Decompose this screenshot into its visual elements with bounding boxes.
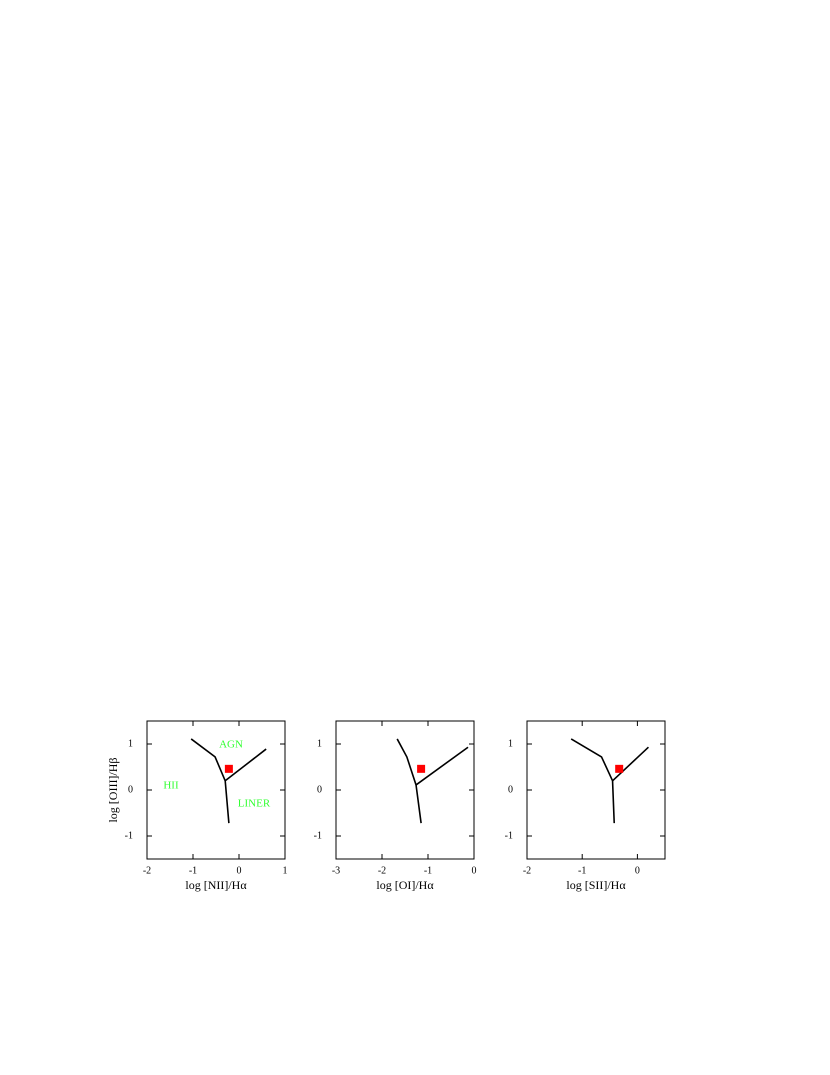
y-tick-label: 1 (508, 738, 513, 749)
data-point (224, 764, 233, 773)
y-tick-label: 1 (128, 738, 133, 749)
y-tick-label: 0 (508, 784, 513, 795)
x-tick-label: -2 (378, 865, 386, 876)
x-axis-label: log [NII]/Hα (185, 878, 247, 892)
x-tick-label: -2 (523, 865, 531, 876)
x-tick-label: -1 (189, 865, 197, 876)
x-tick-label: 1 (283, 865, 288, 876)
plot-frame (335, 720, 475, 860)
y-tick-label: -1 (505, 830, 513, 841)
data-point (417, 764, 426, 773)
boundary-line (415, 746, 469, 786)
y-tick-label: 1 (317, 738, 322, 749)
x-tick-label: -1 (578, 865, 586, 876)
boundary-line (570, 738, 616, 824)
data-point (615, 764, 624, 773)
region-label: LINER (238, 798, 271, 810)
region-label: HII (163, 780, 179, 792)
boundary-line (612, 746, 649, 782)
x-tick-label: -2 (143, 865, 151, 876)
y-tick-label: 0 (317, 784, 322, 795)
y-tick-label: -1 (314, 830, 322, 841)
boundary-line (190, 738, 230, 824)
y-axis-label: log [OIII]/Hβ (106, 757, 120, 822)
x-axis-label: log [SII]/Hα (566, 878, 626, 892)
region-label: AGN (219, 739, 243, 751)
x-axis-label: log [OI]/Hα (376, 878, 434, 892)
plot-frame (526, 720, 666, 860)
x-tick-label: 0 (635, 865, 640, 876)
x-tick-label: -1 (424, 865, 432, 876)
x-tick-label: -3 (332, 865, 340, 876)
x-tick-label: 0 (237, 865, 242, 876)
x-tick-label: 0 (472, 865, 477, 876)
boundary-line (224, 748, 267, 782)
boundary-line (396, 738, 422, 824)
y-tick-label: -1 (125, 830, 133, 841)
y-tick-label: 0 (128, 784, 133, 795)
